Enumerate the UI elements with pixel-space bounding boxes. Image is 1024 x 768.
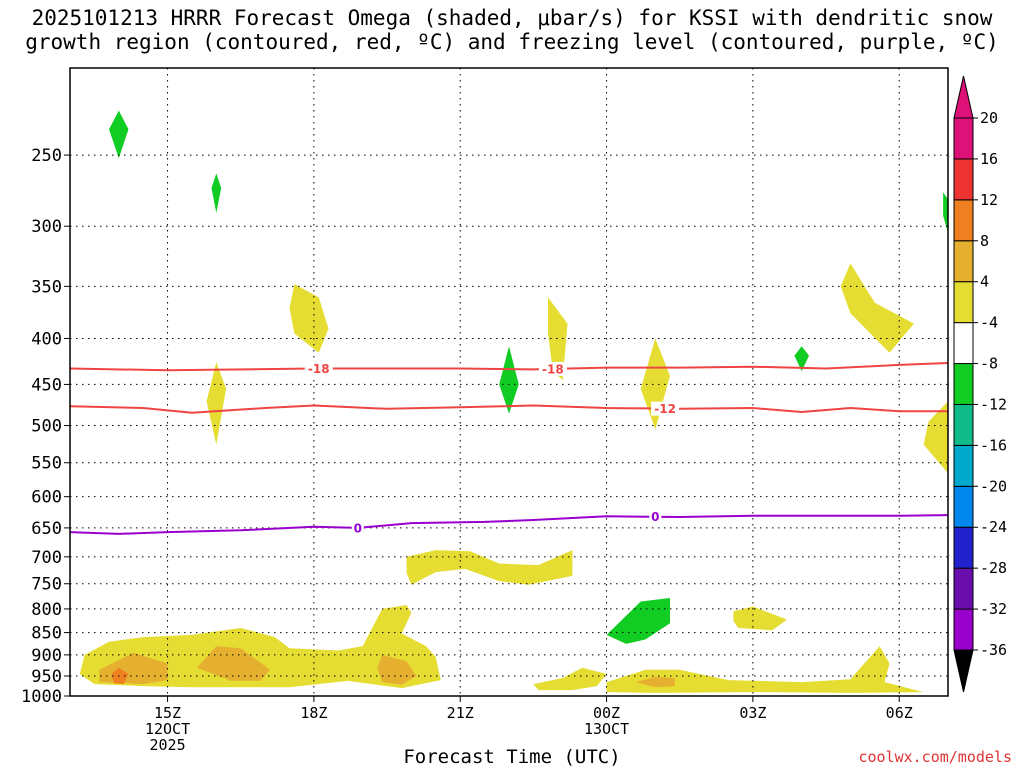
colorbar-box-7 xyxy=(953,322,974,365)
y-tick-label-450: 450 xyxy=(31,375,62,395)
y-tick-label-800: 800 xyxy=(31,600,62,620)
y-tick-label-650: 650 xyxy=(31,519,62,539)
contour-label-1-0: -12 xyxy=(654,402,676,416)
contour-line-2 xyxy=(69,514,949,535)
x-tick-label-03Z: 03Z xyxy=(739,704,766,722)
omega-shading xyxy=(79,110,948,693)
omega-region-15 xyxy=(533,667,607,691)
colorbar-label--20: -20 xyxy=(980,477,1007,495)
contour-label-2-0: 0 xyxy=(354,521,362,535)
omega-region-10 xyxy=(840,263,914,353)
colorbar-box-8 xyxy=(953,281,974,324)
omega-region-20 xyxy=(635,676,675,688)
y-tick-label-1000: 1000 xyxy=(21,687,62,707)
contour-label-bg-2-1 xyxy=(649,509,662,524)
y-tick-label-850: 850 xyxy=(31,624,62,644)
y-tick-label-950: 950 xyxy=(31,667,62,687)
colorbar-label--12: -12 xyxy=(980,395,1007,413)
y-tick-label-700: 700 xyxy=(31,548,62,568)
omega-region-1 xyxy=(211,173,222,213)
omega-region-16 xyxy=(606,646,924,693)
y-tick-label-500: 500 xyxy=(31,417,62,437)
x-tick-sublabel-15Z-1: 2025 xyxy=(149,736,185,754)
contour-label-0-0: -18 xyxy=(308,362,330,376)
omega-region-5 xyxy=(606,598,670,644)
omega-region-2 xyxy=(943,192,948,233)
x-tick-label-18Z: 18Z xyxy=(300,704,327,722)
colorbar-box-2 xyxy=(953,526,974,569)
contour-line-0 xyxy=(69,362,949,372)
x-tick-sublabel-00Z-0: 13OCT xyxy=(584,720,629,738)
colorbar-label--16: -16 xyxy=(980,436,1007,454)
chart-title-line-1: 2025101213 HRRR Forecast Omega (shaded, … xyxy=(31,6,993,30)
colorbar-label-20: 20 xyxy=(980,109,998,127)
y-tick-label-300: 300 xyxy=(31,217,62,237)
colorbar-under-arrow xyxy=(953,649,974,693)
colorbar-over-arrow xyxy=(953,75,974,119)
x-tick-label-06Z: 06Z xyxy=(886,704,913,722)
credit-link[interactable]: coolwx.com/models xyxy=(858,748,1012,766)
y-tick-label-550: 550 xyxy=(31,454,62,474)
x-axis-label: Forecast Time (UTC) xyxy=(403,746,621,768)
omega-region-0 xyxy=(109,110,129,159)
y-tick-label-750: 750 xyxy=(31,575,62,595)
omega-region-9 xyxy=(640,338,670,430)
contour-label-bg-0-1 xyxy=(538,361,567,376)
x-tick-label-15Z: 15Z xyxy=(154,704,181,722)
contour-label-bg-2-0 xyxy=(351,520,364,535)
y-tick-label-400: 400 xyxy=(31,329,62,349)
contour-label-2-1: 0 xyxy=(651,510,659,524)
contour-label-bg-1-0 xyxy=(651,401,680,416)
chart-title-line-2: growth region (contoured, red, ºC) and f… xyxy=(25,30,999,54)
colorbar: -36 -32 -28 -24 -20 -16 -12 -8 -4 4 8 12 16 20 xyxy=(953,75,1007,693)
colorbar-label--24: -24 xyxy=(980,518,1007,536)
x-tick-label-21Z: 21Z xyxy=(447,704,474,722)
axes: 2503003504004505005506006507007508008509… xyxy=(21,67,949,754)
omega-region-14 xyxy=(79,605,441,689)
x-tick-label-00Z: 00Z xyxy=(593,704,620,722)
omega-region-11 xyxy=(923,401,948,474)
colorbar-box-6 xyxy=(953,363,974,405)
x-tick-sublabel-15Z-0: 12OCT xyxy=(145,720,190,738)
contour-lines: -18 -18 -12 0 0 xyxy=(69,361,949,535)
y-tick-label-900: 900 xyxy=(31,646,62,666)
colorbar-label-16: 16 xyxy=(980,150,998,168)
colorbar-label--8: -8 xyxy=(980,355,998,373)
grid-lines xyxy=(70,68,948,696)
omega-region-6 xyxy=(289,284,329,353)
colorbar-label--28: -28 xyxy=(980,559,1007,577)
contour-line-1 xyxy=(69,404,948,414)
colorbar-label--36: -36 xyxy=(980,641,1007,659)
colorbar-label--32: -32 xyxy=(980,600,1007,618)
colorbar-box-3 xyxy=(953,485,974,528)
omega-region-3 xyxy=(499,346,519,414)
omega-region-19 xyxy=(377,654,417,685)
chart-title: 2025101213 HRRR Forecast Omega (shaded, … xyxy=(0,6,1024,54)
colorbar-box-10 xyxy=(953,199,974,242)
omega-region-8 xyxy=(548,297,568,381)
omega-region-4 xyxy=(794,346,809,372)
colorbar-box-0 xyxy=(953,608,974,651)
colorbar-label-12: 12 xyxy=(980,191,998,209)
colorbar-box-9 xyxy=(953,240,974,283)
omega-region-13 xyxy=(733,606,787,631)
contour-label-bg-0-0 xyxy=(304,361,333,376)
colorbar-box-4 xyxy=(953,444,974,487)
colorbar-box-11 xyxy=(953,158,974,201)
contour-label-0-1: -18 xyxy=(542,362,564,376)
colorbar-label-8: 8 xyxy=(980,232,989,250)
y-tick-label-350: 350 xyxy=(31,277,62,297)
omega-region-12 xyxy=(406,550,573,585)
omega-region-21 xyxy=(111,667,129,685)
omega-region-7 xyxy=(206,362,227,445)
colorbar-box-5 xyxy=(953,403,974,446)
y-tick-label-600: 600 xyxy=(31,488,62,508)
y-tick-label-250: 250 xyxy=(31,146,62,166)
colorbar-box-1 xyxy=(953,567,974,610)
plot-frame xyxy=(69,67,949,697)
colorbar-label--4: -4 xyxy=(980,314,998,332)
colorbar-box-12 xyxy=(953,117,974,160)
colorbar-label-4: 4 xyxy=(980,273,989,291)
